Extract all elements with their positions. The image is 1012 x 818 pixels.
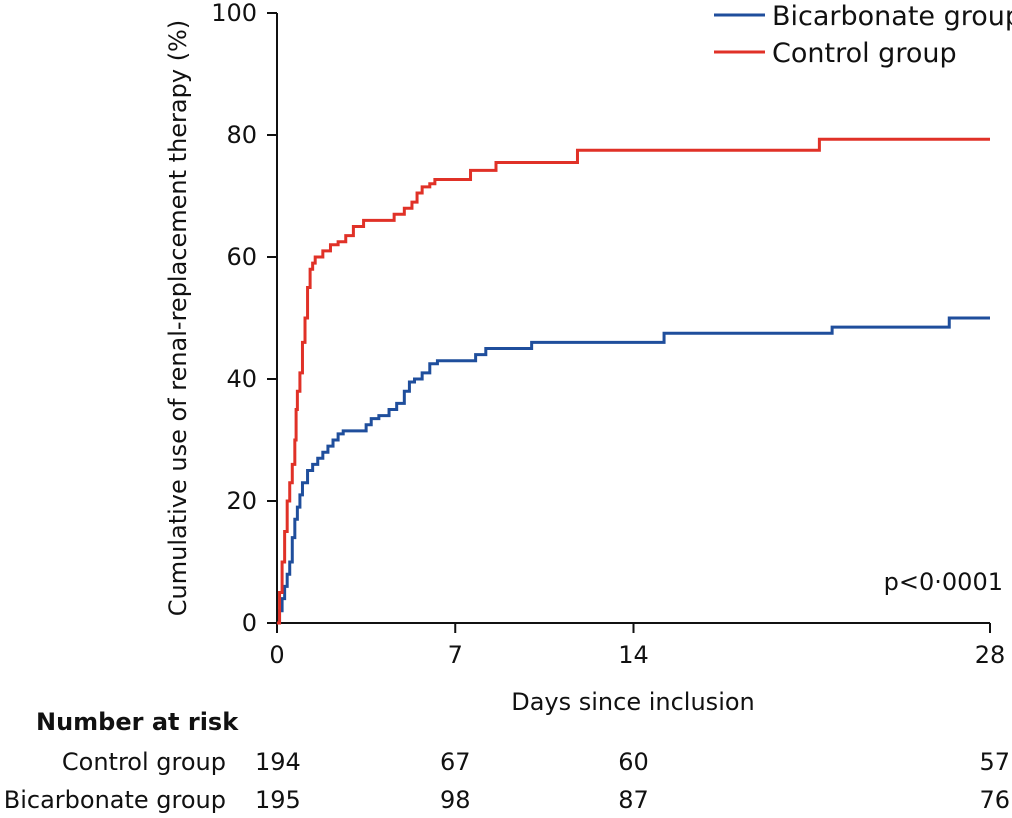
x-tick-label-0: 0 — [269, 641, 284, 669]
x-axis-ticks: 0 7 14 28 — [269, 623, 1005, 669]
p-value-annotation: p<0·0001 — [884, 568, 1003, 596]
y-tick-label-60: 60 — [226, 243, 257, 271]
number-at-risk-title: Number at risk — [36, 708, 239, 736]
risk-value-bicarbonate-day-7: 98 — [440, 786, 471, 814]
series-layer — [277, 137, 990, 625]
y-tick-label-40: 40 — [226, 365, 257, 393]
x-axis-title: Days since inclusion — [511, 688, 755, 716]
number-at-risk-table: Number at risk Control group Bicarbonate… — [4, 708, 1010, 814]
risk-value-bicarbonate-day-28: 76 — [979, 786, 1010, 814]
y-tick-label-80: 80 — [226, 121, 257, 149]
series-line-bicarbonate — [277, 316, 990, 625]
risk-row-label-bicarbonate: Bicarbonate group — [4, 786, 226, 814]
y-tick-label-0: 0 — [242, 609, 257, 637]
x-tick-label-28: 28 — [975, 641, 1006, 669]
y-axis-ticks: 0 20 40 60 80 100 — [211, 0, 277, 637]
legend-label-bicarbonate: Bicarbonate group — [772, 1, 1012, 32]
series-line-control — [277, 137, 990, 625]
y-tick-label-100: 100 — [211, 0, 257, 27]
risk-value-bicarbonate-day-14: 87 — [618, 786, 649, 814]
risk-value-control-day-28: 57 — [979, 748, 1010, 776]
x-tick-label-7: 7 — [448, 641, 463, 669]
risk-values: 194 67 60 57 195 98 87 76 — [255, 748, 1010, 814]
risk-value-control-day-7: 67 — [440, 748, 471, 776]
y-tick-label-20: 20 — [226, 487, 257, 515]
legend: Bicarbonate group Control group — [714, 1, 1012, 69]
risk-value-control-day-0: 194 — [255, 748, 301, 776]
legend-label-control: Control group — [772, 38, 957, 69]
risk-value-bicarbonate-day-0: 195 — [255, 786, 301, 814]
y-axis-title: Cumulative use of renal-replacement ther… — [164, 20, 192, 616]
risk-row-label-control: Control group — [62, 748, 226, 776]
risk-value-control-day-14: 60 — [618, 748, 649, 776]
x-tick-label-14: 14 — [618, 641, 649, 669]
